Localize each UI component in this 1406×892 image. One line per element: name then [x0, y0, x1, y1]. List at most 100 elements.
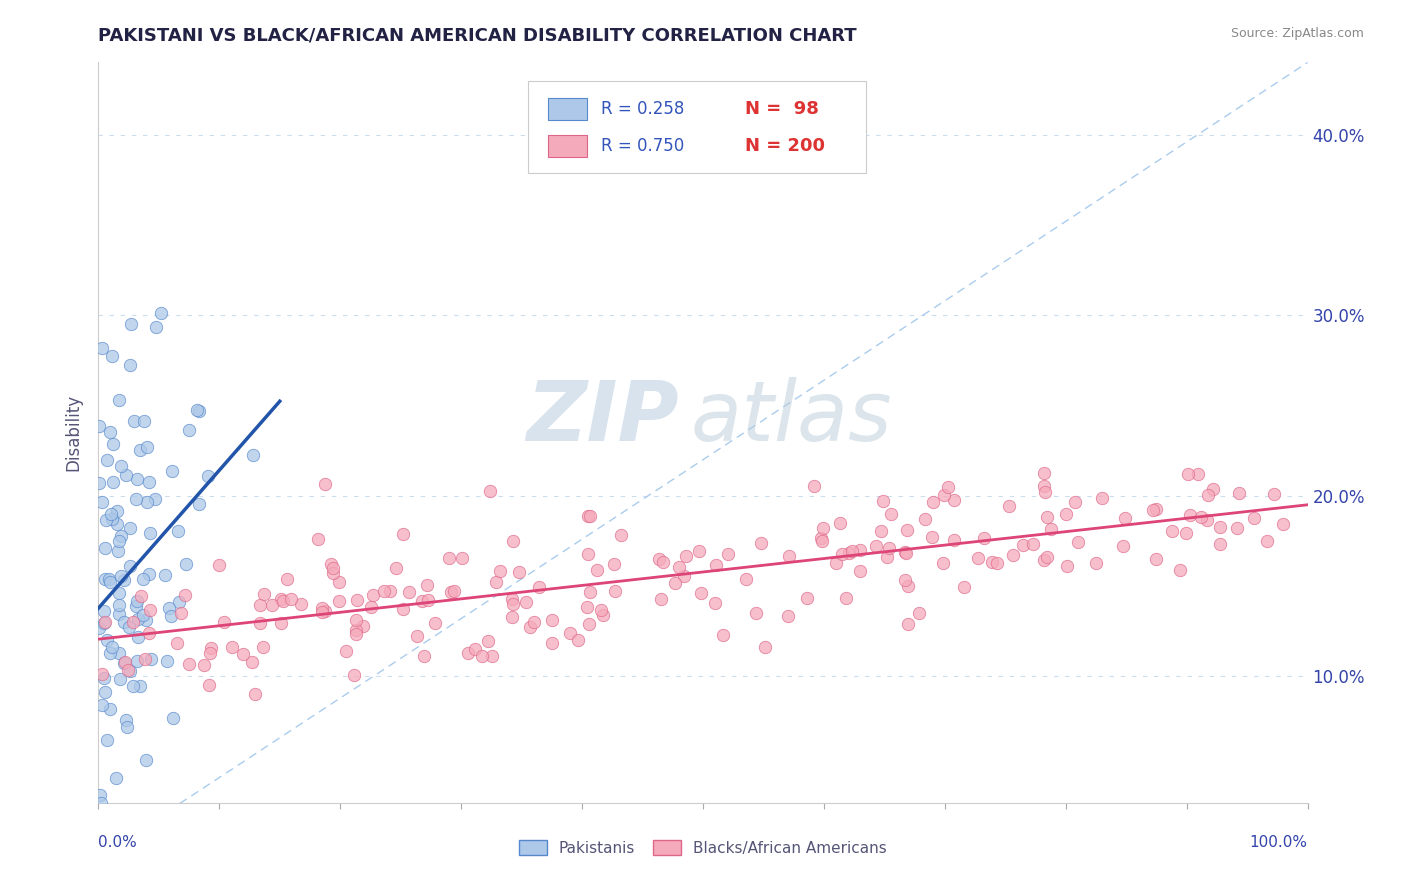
Point [896, 616, 918, 631]
Point [675, 549, 697, 563]
Point [118, 620, 141, 634]
Point [162, 711, 184, 725]
Point [416, 578, 439, 592]
Point [980, 554, 1002, 568]
Point [1036, 550, 1059, 565]
Point [253, 587, 276, 601]
Point [1197, 488, 1219, 502]
Point [344, 613, 367, 627]
Point [198, 646, 221, 660]
Point [932, 556, 955, 570]
Point [352, 619, 374, 633]
Point [1056, 558, 1078, 573]
Point [328, 593, 350, 607]
Point [129, 589, 152, 603]
Point [914, 511, 936, 525]
Point [129, 679, 152, 693]
Point [811, 533, 834, 548]
Point [810, 531, 832, 545]
Point [208, 558, 231, 573]
Point [648, 552, 671, 566]
Point [344, 627, 367, 641]
Point [114, 713, 136, 727]
Point [1271, 516, 1294, 531]
Point [477, 633, 499, 648]
Point [108, 673, 131, 687]
Point [897, 579, 920, 593]
Point [811, 520, 834, 534]
Point [603, 558, 626, 572]
Point [745, 606, 768, 620]
Point [252, 640, 274, 655]
Text: Source: ZipAtlas.com: Source: ZipAtlas.com [1230, 27, 1364, 40]
Point [938, 480, 960, 494]
Point [485, 574, 508, 589]
Point [1168, 563, 1191, 577]
Point [754, 640, 776, 655]
Point [193, 658, 215, 673]
Point [578, 617, 600, 632]
Point [174, 588, 197, 602]
Point [849, 543, 872, 558]
Point [167, 524, 190, 539]
Point [650, 592, 672, 607]
Text: N =  98: N = 98 [745, 100, 820, 118]
Point [589, 603, 612, 617]
Point [1040, 522, 1063, 536]
Point [1263, 487, 1285, 501]
Point [93, 604, 115, 618]
Point [502, 533, 524, 548]
Point [112, 573, 135, 587]
Point [197, 678, 219, 692]
Point [558, 626, 581, 640]
Point [149, 305, 172, 319]
Point [328, 574, 350, 589]
Point [136, 495, 159, 509]
Point [576, 509, 599, 524]
Point [519, 619, 541, 633]
Point [134, 413, 156, 427]
Point [1091, 491, 1114, 505]
Point [110, 569, 132, 583]
Point [1002, 548, 1025, 562]
Point [1180, 508, 1202, 522]
Point [451, 550, 474, 565]
Point [117, 663, 139, 677]
Point [145, 492, 167, 507]
Point [176, 557, 198, 571]
Point [998, 499, 1021, 513]
Point [121, 679, 143, 693]
Point [1256, 533, 1278, 548]
Point [243, 688, 266, 702]
Point [108, 647, 131, 661]
Point [443, 584, 465, 599]
Point [541, 635, 564, 649]
Point [262, 599, 284, 613]
Point [1035, 510, 1057, 524]
Point [115, 467, 138, 482]
Point [973, 531, 995, 545]
Point [120, 521, 142, 535]
Point [93, 541, 115, 555]
Point [1197, 513, 1219, 527]
Point [125, 594, 148, 608]
Point [1209, 520, 1232, 534]
Point [776, 608, 799, 623]
Point [127, 612, 149, 626]
Point [108, 586, 131, 600]
Point [200, 640, 222, 655]
Point [652, 555, 675, 569]
Point [108, 534, 131, 549]
Point [378, 584, 401, 599]
Point [1067, 535, 1090, 549]
Point [90, 495, 112, 509]
Point [138, 475, 160, 489]
Point [125, 491, 148, 506]
Point [1033, 466, 1056, 480]
Point [704, 596, 727, 610]
Text: N = 200: N = 200 [745, 137, 825, 155]
Point [541, 613, 564, 627]
Point [894, 546, 917, 560]
Point [879, 507, 901, 521]
Point [311, 605, 333, 619]
